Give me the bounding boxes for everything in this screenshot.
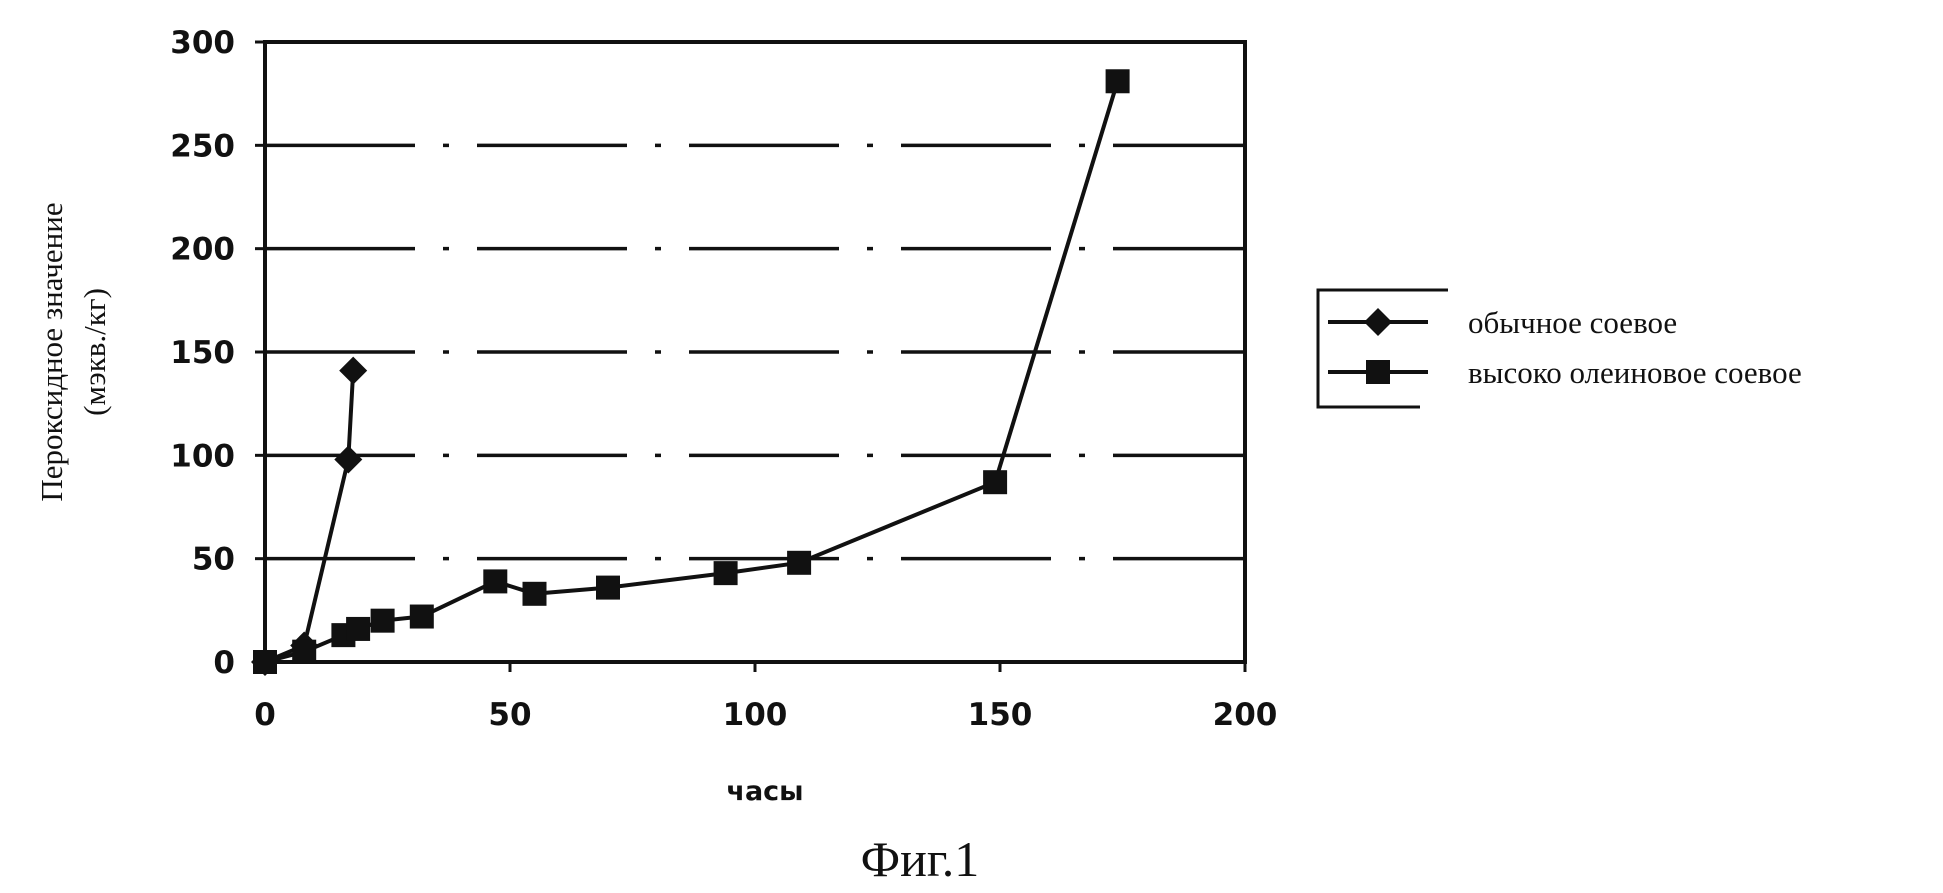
legend: обычное соевое высоко олеиновое соевое (1318, 290, 1802, 407)
y-tick-label-3: 150 (170, 335, 235, 371)
grid-lines (265, 145, 1245, 558)
y-tick-label-0: 0 (213, 645, 235, 681)
x-tick-label-1: 50 (488, 697, 531, 733)
y-axis-ticks: 0 50 100 150 200 250 300 (170, 25, 265, 681)
series-1-point-7 (523, 582, 547, 606)
legend-marker-1 (1366, 360, 1390, 384)
series-1-point-3 (346, 617, 370, 641)
x-axis-title: часы (726, 776, 803, 807)
y-axis-title: Пероксидное значение (34, 202, 69, 501)
x-tick-label-0: 0 (254, 697, 276, 733)
series-line-0 (265, 371, 353, 662)
series-1-point-11 (983, 470, 1007, 494)
x-axis-ticks: 0 50 100 150 200 (254, 662, 1277, 733)
series-1-point-5 (410, 605, 434, 629)
legend-frame (1318, 290, 1448, 407)
y-tick-label-1: 50 (192, 542, 235, 578)
x-tick-label-4: 200 (1213, 697, 1278, 733)
y-tick-label-2: 100 (170, 438, 235, 474)
x-tick-label-3: 150 (968, 697, 1033, 733)
legend-label-0: обычное соевое (1468, 305, 1677, 340)
y-tick-label-6: 300 (170, 25, 235, 61)
legend-label-1: высоко олеиновое соевое (1468, 355, 1802, 390)
series-1-point-1 (292, 640, 316, 664)
series-1-point-9 (714, 561, 738, 585)
series-1-point-12 (1106, 69, 1130, 93)
series-1-point-6 (483, 569, 507, 593)
series-1-point-0 (253, 650, 277, 674)
y-axis-unit: (мэкв./кг) (77, 288, 112, 416)
series-1-point-10 (787, 551, 811, 575)
series-0-point-3 (339, 357, 367, 385)
figure-caption: Фиг.1 (861, 831, 980, 887)
series-1 (253, 69, 1130, 674)
series-layer (251, 69, 1130, 676)
legend-marker-0 (1364, 308, 1392, 336)
series-0-point-2 (334, 445, 362, 473)
y-tick-label-5: 250 (170, 128, 235, 164)
series-line-1 (265, 81, 1118, 662)
series-1-point-8 (596, 576, 620, 600)
series-1-point-4 (371, 609, 395, 633)
y-tick-label-4: 200 (170, 232, 235, 268)
x-tick-label-2: 100 (723, 697, 788, 733)
